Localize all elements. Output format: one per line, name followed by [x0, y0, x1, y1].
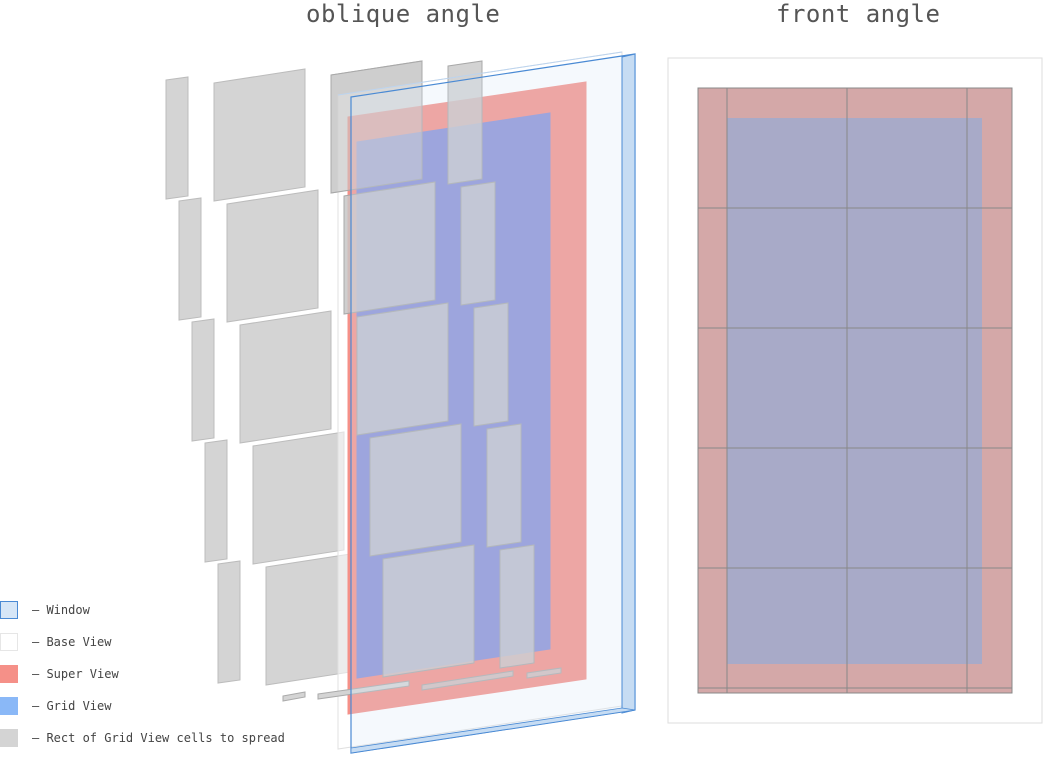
spread-cell: [317, 680, 410, 700]
spread-cell: [526, 667, 562, 679]
legend-label: – Window: [32, 603, 90, 617]
spread-cell: [217, 560, 241, 684]
window-face: [350, 53, 636, 754]
spread-cell: [226, 189, 319, 323]
spread-cell: [421, 670, 514, 691]
legend-item-grid-view: – Grid View: [0, 690, 285, 722]
spread-cell: [330, 60, 423, 194]
front-angle-title: front angle: [776, 0, 941, 28]
legend-label: – Rect of Grid View cells to spread: [32, 731, 285, 745]
spread-cell: [447, 60, 483, 185]
legend-label: – Grid View: [32, 699, 112, 713]
super-view-swatch: [0, 665, 18, 683]
grid-view-swatch: [0, 697, 18, 715]
spread-cell: [191, 318, 215, 442]
front-grid-lines: [697, 87, 1013, 694]
window-top-line: [337, 51, 623, 96]
spread-cell: [252, 431, 345, 565]
front-view: [667, 57, 1043, 724]
spread-cell: [382, 544, 475, 678]
window-plane: [337, 51, 636, 754]
front-grid-view: [727, 118, 982, 664]
legend-label: – Base View: [32, 635, 112, 649]
legend-item-base-view: – Base View: [0, 626, 285, 658]
spread-cell: [239, 310, 332, 444]
legend-label: – Super View: [32, 667, 119, 681]
spread-cell: [369, 423, 462, 557]
legend-item-super-view: – Super View: [0, 658, 285, 690]
base-view-swatch: [0, 633, 18, 651]
legend: – Window – Base View – Super View – Grid…: [0, 594, 285, 754]
spread-cell: [499, 544, 535, 669]
spread-cells-front: [282, 60, 562, 702]
spread-cell: [204, 439, 228, 563]
oblique-view: [165, 51, 636, 754]
spread-cell: [473, 302, 509, 427]
spread-cell: [165, 76, 189, 200]
window-edge: [621, 53, 636, 714]
spread-cell: [356, 302, 449, 436]
cell-rect-swatch: [0, 729, 18, 747]
spread-cell: [343, 181, 436, 315]
spread-cell: [178, 197, 202, 321]
spread-cell: [213, 68, 306, 202]
oblique-angle-title: oblique angle: [306, 0, 501, 28]
spread-cell: [486, 423, 522, 548]
window-swatch: [0, 601, 18, 619]
window-bottom-edge: [350, 707, 636, 754]
spread-cell: [282, 691, 306, 702]
spread-cell: [460, 181, 496, 306]
legend-item-cell-rect: – Rect of Grid View cells to spread: [0, 722, 285, 754]
legend-item-window: – Window: [0, 594, 285, 626]
